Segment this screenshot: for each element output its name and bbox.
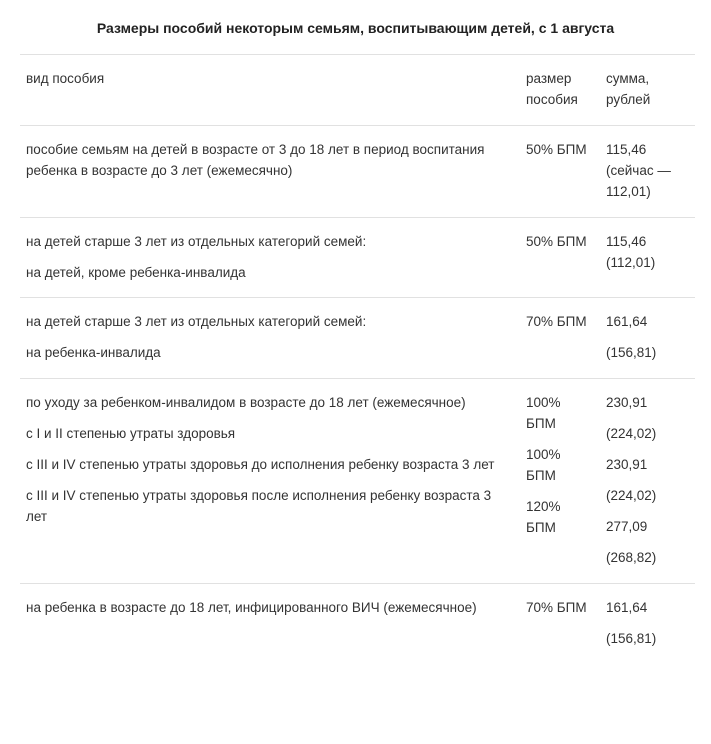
cell-sum-line: 277,09 xyxy=(606,517,689,538)
cell-sum-line: 230,91 xyxy=(606,455,689,476)
table-body: пособие семьям на детей в возрасте от 3 … xyxy=(20,125,695,663)
cell-size: 100% БПМ 100% БПМ 120% БПМ xyxy=(520,379,600,584)
col-header-sum: сумма, рублей xyxy=(600,55,695,126)
cell-size-line: 50% БПМ xyxy=(526,140,594,161)
cell-size-line: 100% БПМ xyxy=(526,445,594,487)
cell-type: на детей старше 3 лет из отдельных катег… xyxy=(20,298,520,379)
table-row: на детей старше 3 лет из отдельных катег… xyxy=(20,217,695,298)
col-header-type: вид пособия xyxy=(20,55,520,126)
col-header-size: размер пособия xyxy=(520,55,600,126)
cell-sum-line: 161,64 xyxy=(606,312,689,333)
cell-sum-line: (224,02) xyxy=(606,486,689,507)
cell-size-line: 50% БПМ xyxy=(526,232,594,253)
cell-size-line: 120% БПМ xyxy=(526,497,594,539)
cell-sum: 161,64 (156,81) xyxy=(600,298,695,379)
cell-type: пособие семьям на детей в возрасте от 3 … xyxy=(20,125,520,217)
table-row: пособие семьям на детей в возрасте от 3 … xyxy=(20,125,695,217)
table-row: по уходу за ребенком-инвалидом в возраст… xyxy=(20,379,695,584)
cell-type-line: на ребенка в возрасте до 18 лет, инфицир… xyxy=(26,598,514,619)
cell-size: 70% БПМ xyxy=(520,298,600,379)
cell-sum: 230,91 (224,02) 230,91 (224,02) 277,09 (268,8… xyxy=(600,379,695,584)
cell-type: на ребенка в возрасте до 18 лет, инфицир… xyxy=(20,583,520,663)
benefits-table-container: Размеры пособий некоторым семьям, воспит… xyxy=(0,0,711,694)
table-title: Размеры пособий некоторым семьям, воспит… xyxy=(20,20,691,54)
benefits-table: вид пособия размер пособия сумма, рублей… xyxy=(20,54,695,664)
cell-type: на детей старше 3 лет из отдельных катег… xyxy=(20,217,520,298)
cell-size-line: 100% БПМ xyxy=(526,393,594,435)
cell-sum-line: (156,81) xyxy=(606,343,689,364)
cell-sum-line: 161,64 xyxy=(606,598,689,619)
cell-size-line: 70% БПМ xyxy=(526,312,594,333)
cell-size: 50% БПМ xyxy=(520,217,600,298)
cell-type-line: с III и IV степенью утраты здоровья до и… xyxy=(26,455,514,476)
cell-type-line: на детей, кроме ребенка-инвалида xyxy=(26,263,514,284)
cell-type-line: на детей старше 3 лет из отдельных катег… xyxy=(26,312,514,333)
cell-type-line: на ребенка-инвалида xyxy=(26,343,514,364)
cell-type-line: на детей старше 3 лет из отдельных катег… xyxy=(26,232,514,253)
cell-sum-line: (268,82) xyxy=(606,548,689,569)
cell-size-line: 70% БПМ xyxy=(526,598,594,619)
cell-sum: 161,64 (156,81) xyxy=(600,583,695,663)
cell-type: по уходу за ребенком-инвалидом в возраст… xyxy=(20,379,520,584)
cell-sum: 115,46 (112,01) xyxy=(600,217,695,298)
cell-sum-line: 115,46 (112,01) xyxy=(606,232,689,274)
cell-size: 50% БПМ xyxy=(520,125,600,217)
cell-size: 70% БПМ xyxy=(520,583,600,663)
cell-sum-line: (156,81) xyxy=(606,629,689,650)
table-row: на ребенка в возрасте до 18 лет, инфицир… xyxy=(20,583,695,663)
cell-sum-line: 230,91 xyxy=(606,393,689,414)
table-row: на детей старше 3 лет из отдельных катег… xyxy=(20,298,695,379)
cell-type-line: с III и IV степенью утраты здоровья посл… xyxy=(26,486,514,528)
table-header-row: вид пособия размер пособия сумма, рублей xyxy=(20,55,695,126)
cell-type-line: пособие семьям на детей в возрасте от 3 … xyxy=(26,140,514,182)
cell-type-line: с I и II степенью утраты здоровья xyxy=(26,424,514,445)
cell-sum: 115,46 (сейчас — 112,01) xyxy=(600,125,695,217)
cell-sum-line: (224,02) xyxy=(606,424,689,445)
cell-sum-line: 115,46 (сейчас — 112,01) xyxy=(606,140,689,203)
cell-type-line: по уходу за ребенком-инвалидом в возраст… xyxy=(26,393,514,414)
